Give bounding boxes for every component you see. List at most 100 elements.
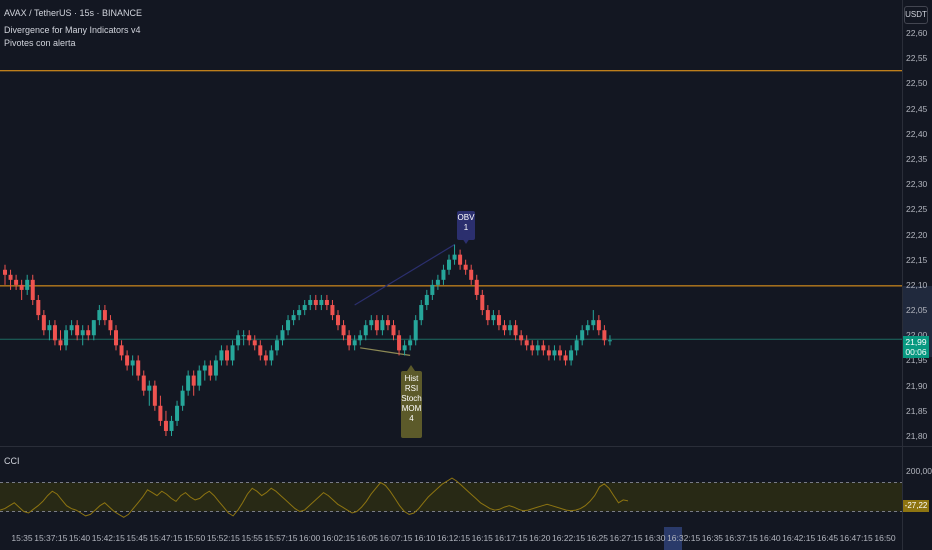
candle-body	[474, 279, 479, 295]
candle-body	[358, 335, 363, 341]
price-tick: 22,45	[906, 103, 928, 114]
candle	[463, 259, 468, 275]
candle	[408, 335, 413, 351]
indicator-divergence-legend[interactable]: Divergence for Many Indicators v4	[4, 25, 141, 35]
time-tick: 15:57:15	[264, 533, 298, 543]
bullish-divergence-line	[360, 347, 411, 356]
candle-body	[147, 385, 152, 391]
candle-body	[530, 345, 535, 351]
candle	[591, 310, 596, 331]
candle-body	[413, 320, 418, 341]
bar-countdown: 00:06	[905, 347, 927, 357]
candle-body	[591, 320, 596, 326]
candle-body	[485, 310, 490, 321]
candle	[469, 264, 474, 285]
candle	[558, 345, 562, 361]
price-tick: 21,90	[906, 380, 928, 391]
time-tick: 16:05	[356, 533, 378, 543]
time-tick: 16:12:15	[436, 533, 471, 543]
candle-body	[125, 355, 130, 366]
candle-body	[513, 325, 518, 336]
symbol-legend[interactable]: AVAX / TetherUS · 15s · BINANCE	[4, 8, 143, 18]
candle	[64, 325, 69, 351]
candle	[180, 385, 185, 411]
candle	[280, 325, 285, 346]
current-price-badge: 21,99 00:06	[903, 336, 929, 358]
candle-body	[402, 345, 407, 351]
candle-body	[114, 330, 118, 346]
candle-body	[463, 264, 468, 270]
candle-body	[47, 325, 52, 331]
candle-body	[19, 284, 24, 290]
candle-body	[441, 269, 446, 280]
candle-body	[452, 254, 457, 260]
candle	[225, 345, 229, 366]
candle-body	[391, 325, 396, 336]
candle-body	[36, 299, 41, 316]
candle-body	[208, 365, 213, 376]
candle	[607, 335, 612, 346]
candle-body	[102, 310, 107, 321]
candle	[163, 410, 168, 436]
candle	[524, 335, 529, 351]
candle-body	[108, 320, 113, 331]
candle	[580, 325, 585, 346]
bull-label-line2: RSI	[404, 384, 419, 393]
time-tick: 16:07:15	[379, 533, 413, 543]
candle	[86, 325, 91, 341]
candle-body	[274, 340, 279, 351]
cci-panel-title[interactable]: CCI	[4, 456, 20, 466]
candle	[496, 310, 501, 331]
candle-body	[302, 305, 307, 311]
candle-body	[524, 340, 529, 346]
candle	[19, 279, 24, 300]
candle	[596, 315, 601, 336]
candle-body	[163, 420, 168, 431]
candle-body	[330, 305, 335, 316]
candle	[30, 274, 35, 306]
candle	[380, 315, 385, 336]
candle	[502, 320, 507, 336]
candle	[530, 340, 535, 356]
time-tick: 16:20	[529, 533, 551, 543]
candle	[424, 289, 429, 311]
candle-body	[519, 335, 524, 341]
candle	[485, 305, 490, 326]
candle-body	[241, 335, 246, 337]
time-tick: 15:40	[68, 533, 91, 543]
candle	[397, 330, 402, 356]
candle-body	[80, 330, 85, 336]
candle	[3, 264, 7, 285]
candle-body	[69, 325, 74, 331]
candle-body	[225, 350, 229, 361]
candle-body	[97, 310, 102, 321]
candle	[519, 330, 524, 346]
candle-body	[336, 315, 340, 326]
time-tick: 16:47:15	[839, 533, 873, 543]
candle-body	[86, 330, 91, 336]
candle	[14, 274, 19, 290]
candle-body	[496, 315, 501, 326]
candle	[47, 320, 52, 341]
candle	[25, 274, 30, 295]
currency-button[interactable]: USDT	[904, 6, 928, 24]
candle	[58, 330, 63, 351]
bull-label-line1: Hist	[404, 374, 419, 383]
candle	[8, 269, 13, 290]
candle	[152, 380, 157, 411]
candle	[80, 325, 85, 346]
cci-band-fill	[0, 482, 902, 512]
candle	[430, 279, 435, 300]
indicator-pivots-legend[interactable]: Pivotes con alerta	[4, 38, 76, 48]
candle	[569, 345, 574, 366]
candle-body	[352, 340, 357, 346]
candle	[252, 335, 257, 351]
candle-body	[502, 325, 507, 331]
candle-body	[119, 345, 124, 356]
candle-body	[319, 299, 324, 306]
price-tick: 21,95	[906, 355, 928, 366]
time-tick: 16:00	[299, 533, 321, 543]
price-tick: 22,00	[906, 330, 927, 340]
candle-body	[397, 335, 402, 351]
